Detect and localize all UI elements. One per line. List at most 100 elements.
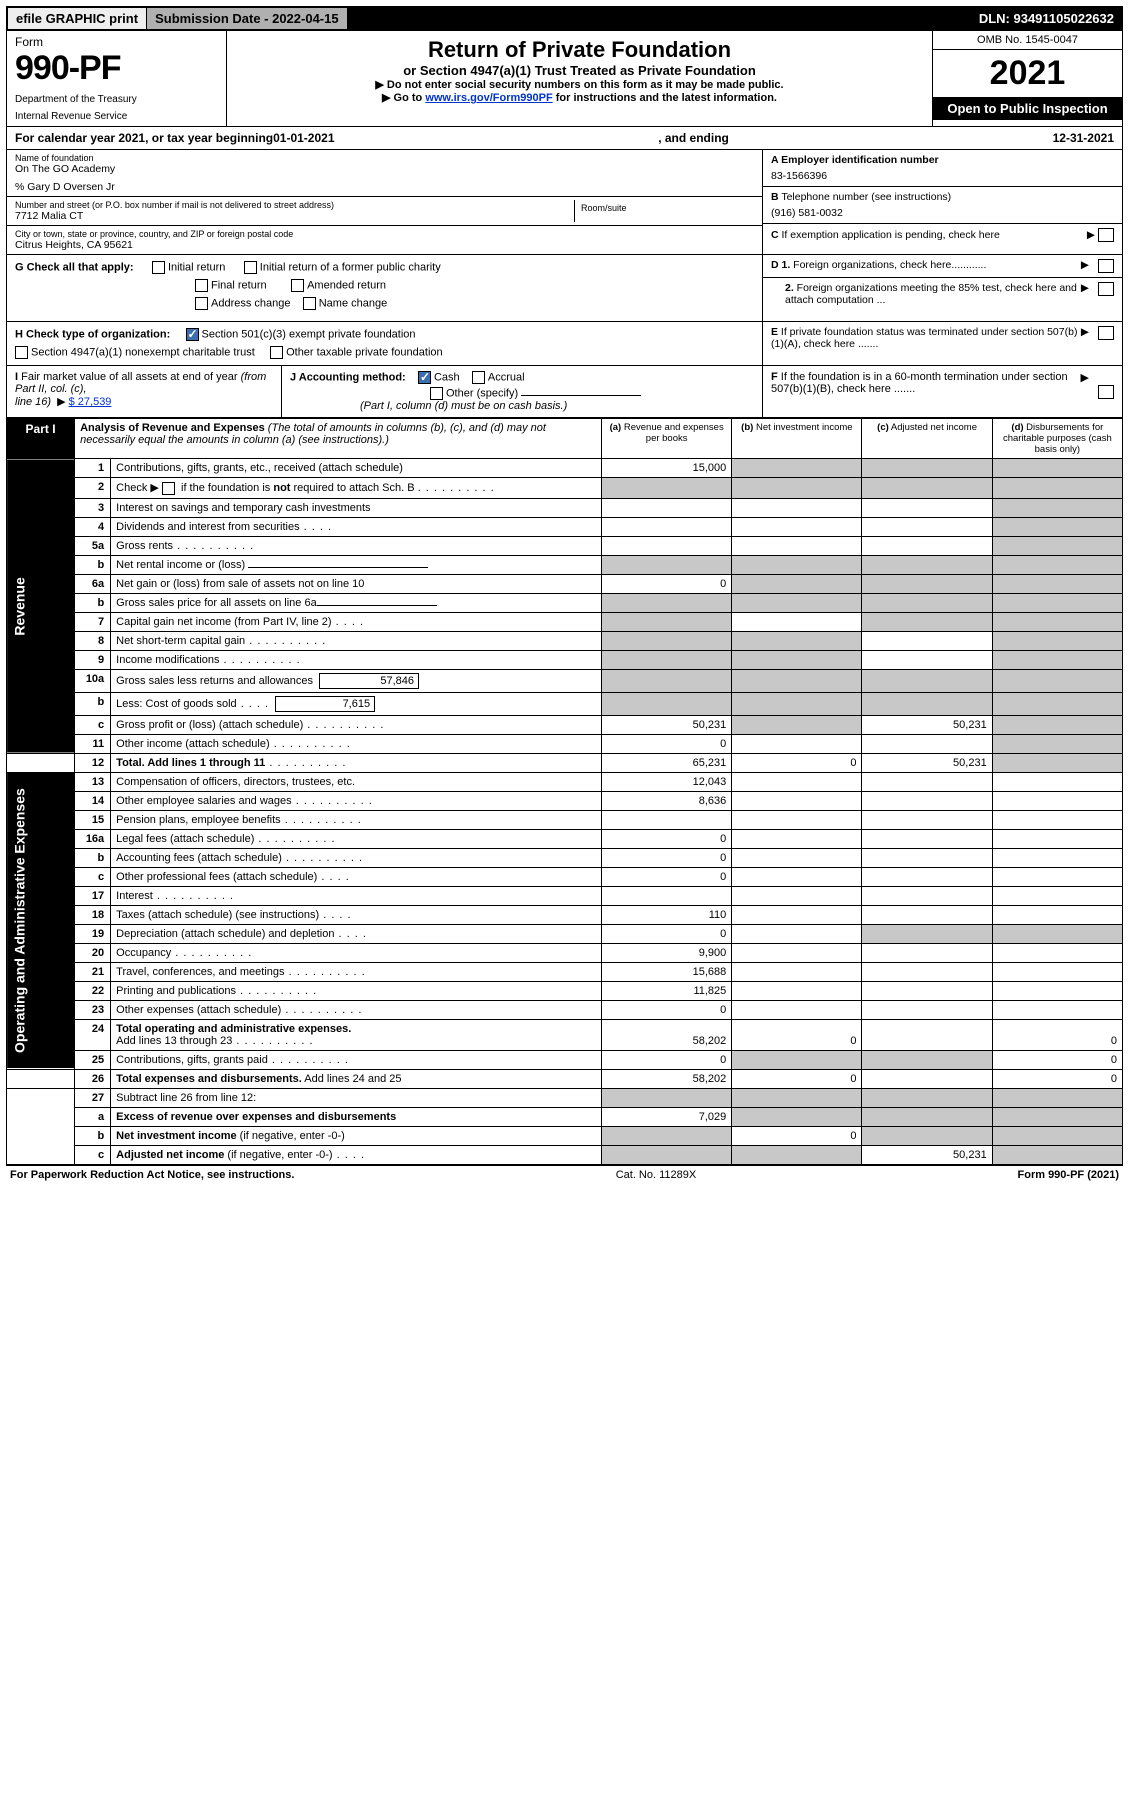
s4947-checkbox[interactable]: [15, 346, 28, 359]
other-method-checkbox[interactable]: [430, 387, 443, 400]
form-word: Form: [15, 35, 218, 49]
city-row: City or town, state or province, country…: [7, 226, 762, 254]
row-desc: Contributions, gifts, grants paid: [111, 1050, 602, 1069]
cell-a: 0: [602, 574, 732, 593]
footer-left: For Paperwork Reduction Act Notice, see …: [10, 1169, 294, 1181]
table-row: 8 Net short-term capital gain: [7, 631, 1123, 650]
table-row: 6a Net gain or (loss) from sale of asset…: [7, 574, 1123, 593]
c-checkbox[interactable]: [1098, 228, 1114, 242]
other-taxable-checkbox[interactable]: [270, 346, 283, 359]
cell-a: 9,900: [602, 943, 732, 962]
row-desc: Other expenses (attach schedule): [111, 1000, 602, 1019]
table-row: 17 Interest: [7, 886, 1123, 905]
row-num: b: [75, 555, 111, 574]
cell-d: 0: [992, 1050, 1122, 1069]
initial-former-checkbox[interactable]: [244, 261, 257, 274]
s4947-label: Section 4947(a)(1) nonexempt charitable …: [31, 346, 255, 358]
row-desc: Net investment income (if negative, ente…: [111, 1126, 602, 1145]
table-row: 16a Legal fees (attach schedule) 0: [7, 829, 1123, 848]
table-row: 26 Total expenses and disbursements. Add…: [7, 1069, 1123, 1088]
cell-b: [732, 459, 862, 478]
h-label: H Check type of organization:: [15, 328, 170, 340]
table-row: b Gross sales price for all assets on li…: [7, 593, 1123, 612]
form-link[interactable]: www.irs.gov/Form990PF: [425, 92, 552, 104]
header-right: OMB No. 1545-0047 2021 Open to Public In…: [932, 31, 1122, 126]
table-row: 25 Contributions, gifts, grants paid 0 0: [7, 1050, 1123, 1069]
table-row: 15 Pension plans, employee benefits: [7, 810, 1123, 829]
row-desc: Capital gain net income (from Part IV, l…: [111, 612, 602, 631]
calyear-mid: , and ending: [335, 131, 1053, 145]
e-row: E If private foundation status was termi…: [763, 322, 1122, 354]
part1-header-row: Part I Analysis of Revenue and Expenses …: [7, 419, 1123, 459]
h-e-block: H Check type of organization: Section 50…: [6, 322, 1123, 366]
row-num: 2: [75, 478, 111, 499]
d1-checkbox[interactable]: [1098, 259, 1114, 273]
table-row: 27 Subtract line 26 from line 12:: [7, 1088, 1123, 1107]
schb-checkbox[interactable]: [162, 482, 175, 495]
cell-a: 50,231: [602, 715, 732, 734]
form-number: 990-PF: [15, 49, 218, 88]
f-checkbox[interactable]: [1098, 385, 1114, 399]
row-num: 16a: [75, 829, 111, 848]
phone-row: B Telephone number (see instructions) (9…: [763, 187, 1122, 224]
row-num: c: [75, 867, 111, 886]
box-10b: 7,615: [275, 696, 375, 712]
table-row: 22 Printing and publications 11,825: [7, 981, 1123, 1000]
row-num: 6a: [75, 574, 111, 593]
table-row: 19 Depreciation (attach schedule) and de…: [7, 924, 1123, 943]
row-num: b: [75, 848, 111, 867]
accrual-checkbox[interactable]: [472, 371, 485, 384]
e-checkbox[interactable]: [1098, 326, 1114, 340]
name-change-checkbox[interactable]: [303, 297, 316, 310]
row-num: 13: [75, 772, 111, 791]
header-left: Form 990-PF Department of the Treasury I…: [7, 31, 227, 126]
row-desc: Depreciation (attach schedule) and deple…: [111, 924, 602, 943]
initial-return-checkbox[interactable]: [152, 261, 165, 274]
row-desc: Occupancy: [111, 943, 602, 962]
s501-checkbox[interactable]: [186, 328, 199, 341]
row-desc: Net rental income or (loss): [111, 555, 602, 574]
row-desc: Taxes (attach schedule) (see instruction…: [111, 905, 602, 924]
name-change-label: Name change: [319, 297, 388, 309]
row-desc: Check ▶ if the foundation is not require…: [111, 478, 602, 499]
footer-mid: Cat. No. 11289X: [294, 1169, 1017, 1181]
fmv-value[interactable]: $ 27,539: [69, 396, 112, 408]
d-block: D 1. Foreign organizations, check here..…: [762, 255, 1122, 321]
row-num: 1: [75, 459, 111, 478]
initial-return-label: Initial return: [168, 261, 225, 273]
cell-c: [862, 459, 992, 478]
row-num: 18: [75, 905, 111, 924]
table-row: a Excess of revenue over expenses and di…: [7, 1107, 1123, 1126]
row-num: 8: [75, 631, 111, 650]
form-header: Form 990-PF Department of the Treasury I…: [6, 31, 1123, 127]
cell-a: 8,636: [602, 791, 732, 810]
cash-checkbox[interactable]: [418, 371, 431, 384]
cell-b: 0: [732, 1069, 862, 1088]
cell-c: 50,231: [862, 1145, 992, 1164]
calendar-year-row: For calendar year 2021, or tax year begi…: [6, 127, 1123, 150]
cash-label: Cash: [434, 371, 460, 383]
row-num: 14: [75, 791, 111, 810]
amended-return-checkbox[interactable]: [291, 279, 304, 292]
other-taxable-label: Other taxable private foundation: [286, 346, 443, 358]
row-desc: Gross sales price for all assets on line…: [111, 593, 602, 612]
row-desc: Printing and publications: [111, 981, 602, 1000]
col-d-header: (d) Disbursements for charitable purpose…: [992, 419, 1122, 459]
row-num: 23: [75, 1000, 111, 1019]
final-return-checkbox[interactable]: [195, 279, 208, 292]
table-row: b Accounting fees (attach schedule) 0: [7, 848, 1123, 867]
row-desc: Pension plans, employee benefits: [111, 810, 602, 829]
irs-label: Internal Revenue Service: [15, 111, 218, 122]
efile-print-button[interactable]: efile GRAPHIC print: [7, 7, 147, 30]
city-state-zip: Citrus Heights, CA 95621: [15, 239, 754, 251]
e-block: E If private foundation status was termi…: [762, 322, 1122, 365]
table-row: 4 Dividends and interest from securities: [7, 517, 1123, 536]
cell-a: 12,043: [602, 772, 732, 791]
table-row: 5a Gross rents: [7, 536, 1123, 555]
cell-c: 50,231: [862, 715, 992, 734]
table-row: b Net rental income or (loss): [7, 555, 1123, 574]
form-title: Return of Private Foundation: [237, 37, 922, 63]
d2-checkbox[interactable]: [1098, 282, 1114, 296]
address-change-checkbox[interactable]: [195, 297, 208, 310]
initial-former-label: Initial return of a former public charit…: [260, 261, 441, 273]
